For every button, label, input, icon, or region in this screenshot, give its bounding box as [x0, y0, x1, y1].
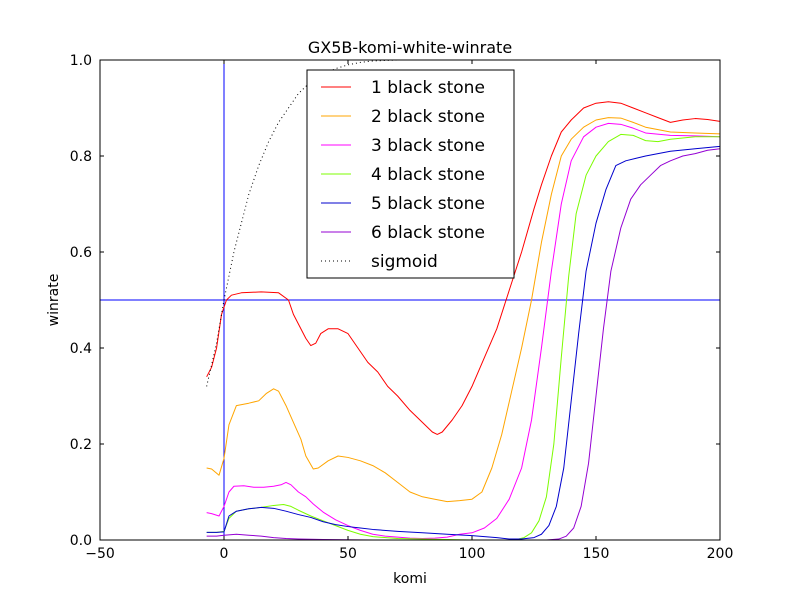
- y-tick-label: 0.2: [70, 437, 92, 453]
- legend-label: sigmoid: [371, 252, 438, 272]
- x-tick-label: 200: [707, 546, 734, 562]
- legend-label: 4 black stone: [371, 165, 485, 185]
- series-line-6: [206, 148, 720, 540]
- x-tick-label: 100: [459, 546, 486, 562]
- series-line-5: [206, 145, 720, 540]
- x-axis-label: komi: [393, 571, 427, 587]
- x-tick-label: 50: [339, 546, 357, 562]
- y-axis-label: winrate: [46, 274, 62, 327]
- plot-frame: [99, 59, 721, 541]
- y-tick-label: 0.6: [70, 245, 92, 261]
- series-line-7: [206, 60, 410, 387]
- x-tick-label: 0: [220, 546, 229, 562]
- legend: 1 black stone 2 black stone 3 black stone 4…: [306, 69, 515, 279]
- series-line-1: [206, 101, 720, 435]
- legend-label: 2 black stone: [371, 107, 485, 127]
- y-tick-label: 0.0: [70, 533, 92, 549]
- x-tick-label: −50: [85, 546, 115, 562]
- legend-label: 1 black stone: [371, 78, 485, 98]
- x-tick-label: 150: [583, 546, 610, 562]
- y-tick-label: 0.8: [70, 149, 92, 165]
- series-line-4: [206, 133, 720, 540]
- y-tick-label: 0.4: [70, 341, 92, 357]
- series-line-2: [206, 117, 720, 503]
- y-tick-label: 1.0: [70, 53, 92, 69]
- legend-label: 6 black stone: [371, 223, 485, 243]
- legend-label: 3 black stone: [371, 136, 485, 156]
- chart-title: GX5B-komi-white-winrate: [308, 38, 512, 57]
- legend-label: 5 black stone: [371, 194, 485, 214]
- series-line-3: [206, 122, 720, 540]
